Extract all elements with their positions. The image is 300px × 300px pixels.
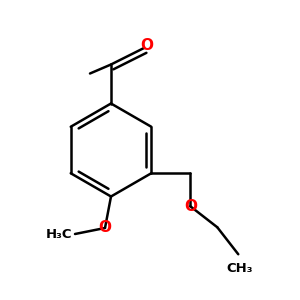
Text: O: O (184, 199, 197, 214)
Text: O: O (140, 38, 153, 53)
Text: CH₃: CH₃ (226, 262, 253, 275)
Text: H₃C: H₃C (46, 227, 72, 241)
Text: O: O (98, 220, 112, 236)
